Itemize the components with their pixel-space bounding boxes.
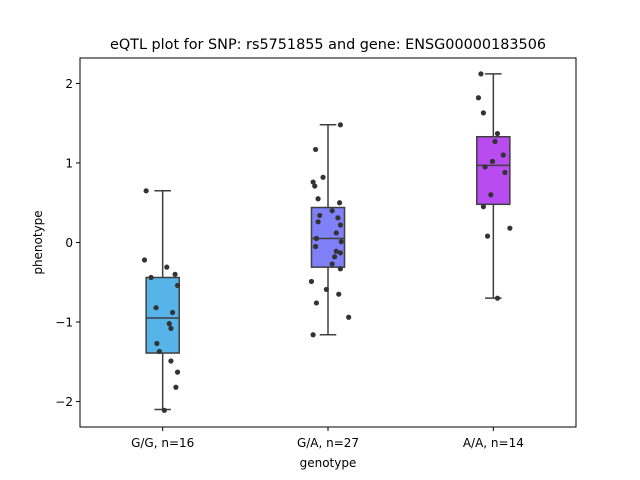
data-point — [317, 212, 323, 219]
data-point — [480, 110, 487, 116]
data-point — [482, 164, 488, 170]
data-point — [337, 250, 343, 256]
data-point — [502, 169, 508, 176]
y-tick-label: 2 — [65, 77, 73, 91]
data-point — [338, 239, 344, 245]
data-point — [310, 179, 316, 185]
data-point — [494, 295, 501, 301]
data-point — [333, 230, 339, 236]
box-group — [308, 122, 352, 338]
data-point — [156, 348, 162, 355]
data-point — [168, 325, 174, 331]
data-point — [484, 233, 491, 239]
data-point — [489, 158, 496, 164]
data-point — [346, 314, 352, 320]
data-point — [480, 204, 487, 210]
data-point — [172, 271, 178, 277]
data-point — [141, 257, 148, 263]
y-axis-label: phenotype — [31, 210, 45, 274]
data-point — [478, 71, 484, 77]
x-tick-label: A/A, n=14 — [463, 436, 524, 450]
data-point — [154, 340, 160, 347]
data-point — [337, 122, 343, 128]
data-point — [313, 146, 319, 153]
data-point — [313, 243, 319, 250]
data-point — [500, 152, 506, 158]
box-group — [475, 71, 513, 301]
data-point — [488, 192, 494, 198]
data-point — [153, 305, 159, 311]
data-point — [329, 208, 335, 214]
data-point — [313, 235, 320, 242]
data-point — [315, 196, 321, 202]
data-point — [166, 321, 172, 327]
data-point — [336, 200, 343, 206]
data-point — [313, 300, 320, 306]
data-point — [329, 261, 335, 267]
x-axis-label: genotype — [300, 456, 357, 470]
data-point — [333, 248, 339, 254]
data-point — [173, 384, 179, 390]
data-point — [507, 225, 513, 231]
data-point — [308, 278, 315, 285]
data-point — [315, 219, 321, 225]
box — [145, 276, 180, 354]
data-point — [310, 332, 316, 338]
y-axis: −2 −1 0 1 2 — [55, 77, 80, 409]
data-point — [337, 266, 343, 272]
plot-content — [141, 71, 513, 413]
y-tick-label: −1 — [55, 316, 73, 330]
box-group — [141, 188, 181, 413]
chart-title: eQTL plot for SNP: rs5751855 and gene: E… — [110, 37, 546, 53]
data-point — [323, 286, 329, 293]
data-point — [475, 95, 482, 101]
data-point — [174, 282, 181, 289]
data-point — [494, 130, 501, 137]
data-point — [143, 188, 149, 194]
data-point — [164, 264, 170, 270]
data-point — [161, 407, 167, 413]
y-tick-label: −2 — [55, 395, 73, 409]
data-point — [337, 222, 343, 228]
data-point — [312, 183, 318, 189]
data-point — [168, 358, 174, 364]
data-point — [320, 174, 326, 180]
data-point — [492, 138, 498, 145]
data-point — [335, 215, 341, 221]
data-point — [169, 309, 176, 316]
x-axis: G/G, n=16 G/A, n=27 A/A, n=14 — [131, 427, 524, 450]
data-point — [332, 254, 338, 260]
y-tick-label: 1 — [65, 156, 73, 170]
x-tick-label: G/A, n=27 — [297, 436, 359, 450]
x-tick-label: G/G, n=16 — [131, 436, 194, 450]
data-point — [148, 274, 154, 281]
data-point — [336, 291, 342, 297]
data-point — [174, 369, 181, 375]
y-tick-label: 0 — [65, 236, 73, 250]
